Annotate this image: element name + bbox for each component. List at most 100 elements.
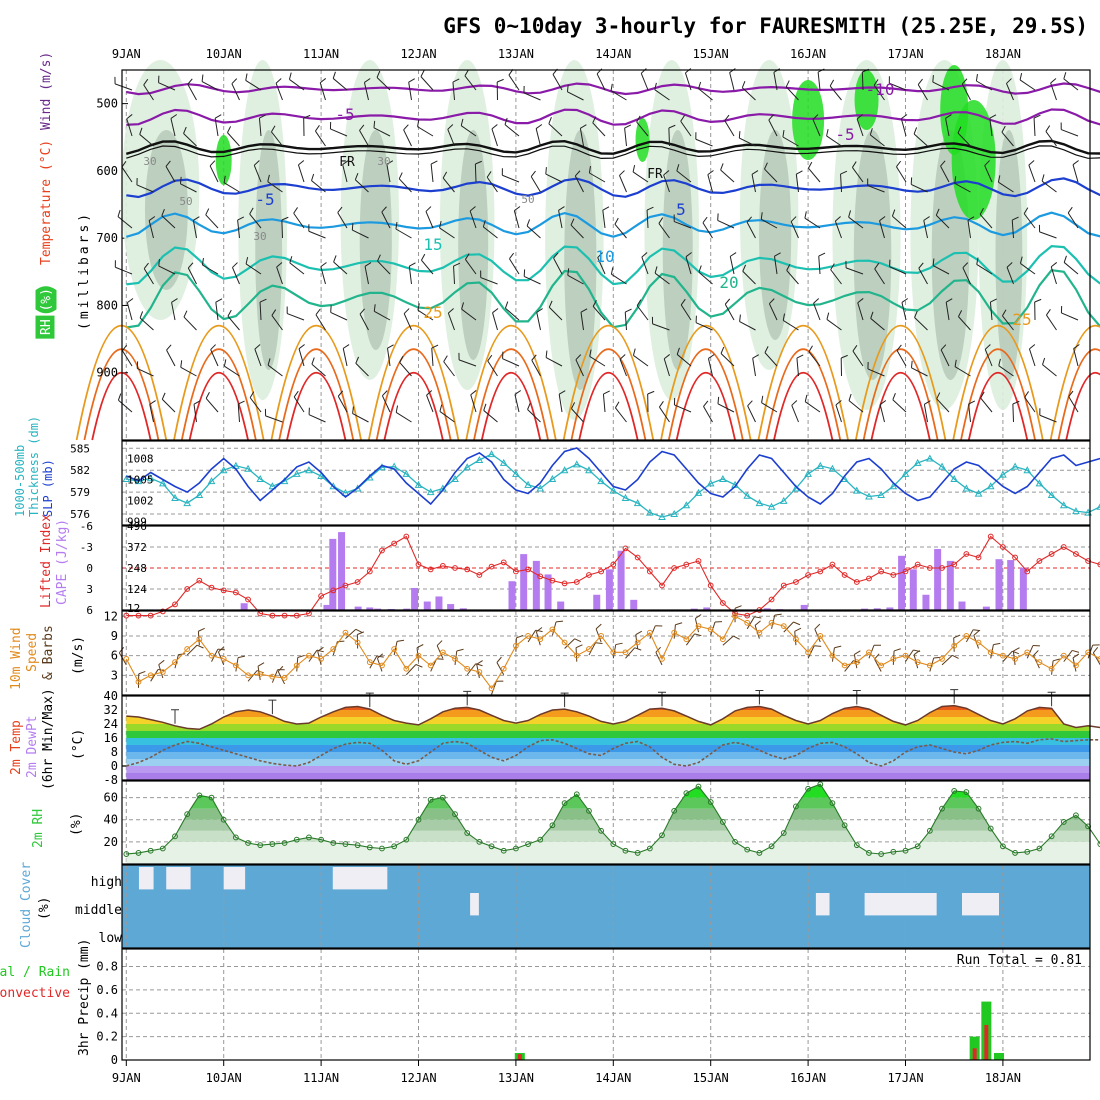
wind10-speed-marker [281, 675, 288, 681]
upper-wind-barb [376, 77, 391, 91]
wind10-speed-marker [220, 656, 227, 662]
upper-wind-barb [610, 83, 613, 91]
cape-label-li: Lifted Index [39, 514, 54, 608]
cape-bar [240, 603, 248, 610]
upper-wind-barb [249, 391, 255, 398]
upper-wind-barb [707, 170, 714, 176]
upper-wind-barb [739, 314, 741, 322]
upper-wind-barb [674, 404, 692, 413]
upper-wind-barb [913, 127, 918, 135]
wind10-barb [454, 650, 458, 665]
upper-wind-barb [724, 120, 735, 137]
contour-label: 5 [676, 200, 686, 219]
upper-wind-barb [271, 131, 283, 147]
rh2m-marker [573, 791, 580, 798]
upper-wind-barb [658, 217, 664, 224]
upper-wind-barb [979, 214, 993, 229]
lifted-index-marker [841, 572, 848, 578]
thickness-marker [743, 491, 752, 499]
upper-wind-barb [848, 400, 864, 413]
upper-wind-barb [425, 211, 434, 229]
upper-wind-barb [275, 78, 282, 84]
upper-wind-barb [739, 137, 756, 147]
upper-wind-barb [193, 216, 200, 221]
upper-wind-barb [545, 173, 563, 183]
upper-wind-barb [439, 411, 455, 423]
upper-wind-barb [315, 130, 326, 147]
isotherm-warm-arch [465, 325, 557, 441]
wind10-speed-marker [232, 662, 239, 669]
upper-wind-barb [491, 124, 498, 130]
wind10-speed-marker [1048, 665, 1055, 672]
upper-wind-barb [746, 221, 756, 239]
lifted-index-marker [537, 573, 544, 580]
upper-wind-barb [773, 72, 778, 91]
temp2m-tick: 0 [111, 759, 118, 773]
wind10-speed-marker [245, 672, 251, 679]
contour-label: -5 [835, 125, 854, 144]
upper-wind-barb [1050, 78, 1057, 84]
wind10-speed-marker [1060, 652, 1067, 659]
upper-wind-barb [834, 220, 842, 239]
wind10-barb [357, 631, 365, 635]
thickness-marker [828, 464, 837, 472]
wind10-tick: 9 [111, 629, 118, 643]
thickness-marker [451, 474, 459, 482]
upper-wind-barb [829, 79, 835, 87]
cape-bar [886, 607, 894, 610]
day-label-top: 10JAN [206, 47, 242, 61]
lifted-index-marker [659, 582, 665, 589]
day-label-top: 18JAN [985, 47, 1021, 61]
upper-wind-barb [526, 225, 541, 239]
wind10-barb [965, 629, 974, 643]
upper-wind-barb [752, 354, 759, 359]
wind10-speed-marker [939, 656, 945, 662]
lifted-index-marker [805, 572, 811, 578]
rh2m-marker [439, 794, 446, 801]
upper-wind-barb [984, 165, 993, 183]
upper-wind-barb [531, 360, 541, 377]
wind10-barb [595, 642, 603, 645]
thickness-tick: 579 [70, 486, 90, 499]
wind10-barb [634, 647, 642, 651]
slp-tick: 1005 [127, 474, 154, 487]
thickness-marker [219, 466, 228, 474]
isotherm-warm-arch [286, 372, 347, 441]
upper-wind-barb [227, 315, 240, 331]
upper-wind-barb [570, 224, 584, 239]
contour-label: 10 [595, 247, 614, 266]
cape-tick: 372 [127, 541, 147, 554]
upper-wind-barb [668, 124, 676, 129]
upper-wind-barb [502, 358, 520, 367]
upper-wind-barb [442, 177, 455, 193]
wind10-tick: 3 [111, 668, 118, 682]
upper-wind-barb [614, 223, 627, 239]
rh2m-marker [598, 827, 605, 834]
upper-wind-barb [698, 81, 702, 89]
day-label-top: 17JAN [887, 47, 923, 61]
upper-wind-barb [879, 216, 886, 222]
upper-wind-barb [684, 72, 692, 91]
rh2m-marker [500, 847, 507, 854]
rh2m-tick: 60 [104, 791, 118, 805]
upper-wind-barb [702, 216, 708, 224]
upper-wind-barb [680, 120, 692, 137]
thickness-marker [548, 474, 557, 482]
rh2m-marker [208, 794, 215, 801]
wind10-barb [973, 629, 981, 632]
rh2m-marker [196, 792, 203, 799]
thickness-marker [1035, 479, 1044, 487]
wind10-barb [625, 647, 636, 659]
rh2m-marker [476, 838, 483, 845]
isotherm--5 [126, 108, 1100, 126]
rh2m-marker [890, 848, 897, 855]
upper-wind-barb [276, 262, 283, 268]
upper-wind-barb [1006, 78, 1012, 84]
rh2m-marker [245, 840, 251, 846]
upper-wind-barb [377, 260, 391, 275]
upper-wind-barb [215, 302, 219, 321]
upper-wind-barb [954, 182, 971, 193]
upper-wind-barb [663, 170, 670, 176]
upper-wind-barb [945, 298, 953, 303]
upper-wind-barb [1012, 403, 1014, 423]
